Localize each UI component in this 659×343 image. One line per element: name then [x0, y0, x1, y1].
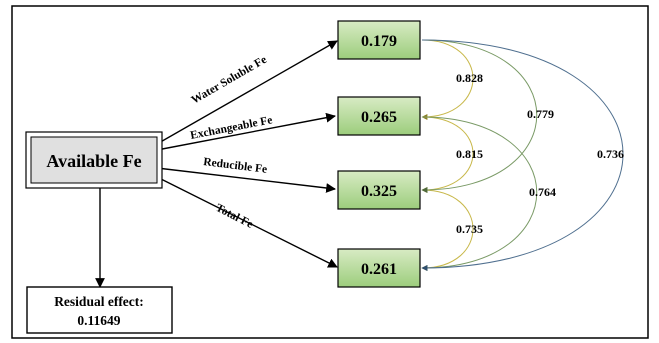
corr-arc-1-4	[421, 39, 624, 271]
corr-arc-3-4	[421, 189, 474, 271]
arrow-reducible	[156, 167, 336, 193]
target-node-4: 0.261	[337, 248, 421, 288]
diagram-frame	[11, 5, 649, 339]
target-node-3: 0.325	[337, 170, 421, 210]
arrow-exchangeable	[156, 112, 336, 151]
corr-arc-2-4	[421, 116, 538, 271]
path-label-reducible: Reducible Fe	[203, 156, 268, 176]
residual-line-1: Residual effect:	[54, 294, 144, 309]
target-value-4: 0.261	[361, 261, 397, 278]
path-arrows	[95, 40, 338, 288]
corr-arc-1-3	[421, 39, 538, 193]
corr-label-3-4: 0.735	[456, 222, 483, 236]
corr-label-1-3: 0.779	[527, 107, 554, 121]
source-node: Available Fe	[25, 131, 163, 189]
target-node-2: 0.265	[337, 96, 421, 136]
residual-node: Residual effect: 0.11649	[26, 286, 173, 334]
path-label-water-soluble: Water Soluble Fe	[190, 54, 269, 107]
corr-label-1-2: 0.828	[456, 71, 483, 85]
arrow-water-soluble	[156, 40, 338, 145]
corr-label-2-4: 0.764	[529, 185, 556, 199]
corr-label-1-4: 0.736	[597, 147, 624, 161]
target-value-3: 0.325	[361, 183, 397, 200]
correlation-arcs	[421, 39, 624, 271]
target-value-2: 0.265	[361, 109, 397, 126]
path-label-total: Total Fe	[214, 202, 255, 231]
corr-arc-2-3	[421, 116, 474, 193]
arrow-total	[156, 176, 338, 268]
corr-arc-1-2	[421, 39, 474, 120]
target-node-1: 0.179	[337, 20, 421, 60]
source-label: Available Fe	[46, 151, 141, 171]
target-value-1: 0.179	[361, 33, 397, 50]
corr-label-2-3: 0.815	[456, 147, 483, 161]
residual-line-2: 0.11649	[77, 313, 120, 328]
